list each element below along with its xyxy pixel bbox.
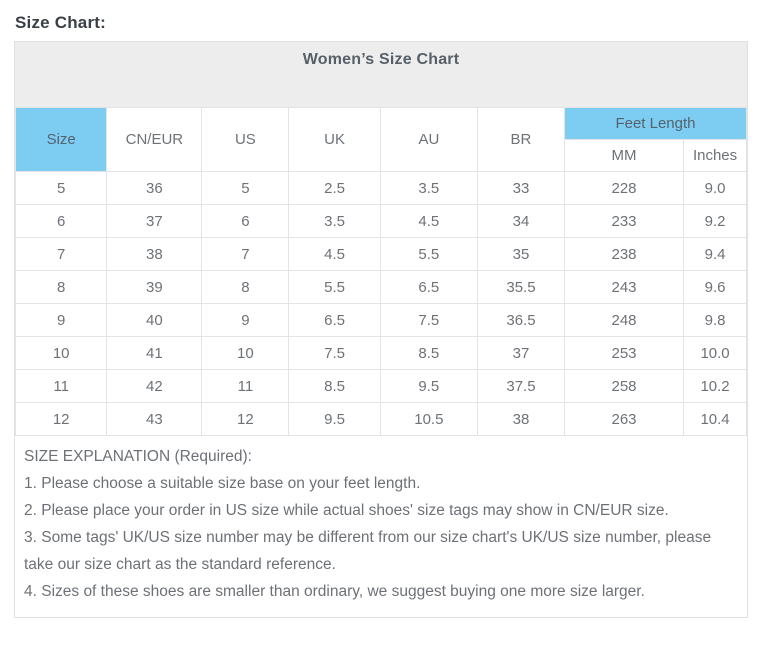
table-cell: 9.6 [683, 270, 747, 304]
explanation-heading: SIZE EXPLANATION (Required): [24, 448, 252, 465]
table-cell: 6.5 [379, 270, 478, 304]
table-cell: 253 [563, 336, 685, 370]
table-cell: 248 [563, 303, 685, 337]
header-row-2: MM Inches [16, 139, 747, 172]
table-cell: 258 [563, 369, 685, 403]
explanation-line: 3. Some tags' UK/US size number may be d… [24, 529, 712, 573]
table-cell: 10.5 [379, 402, 478, 436]
table-cell: 3.5 [288, 204, 381, 238]
table-row: 6 37 6 3.5 4.5 34 233 9.2 [14, 204, 747, 238]
table-cell: 6 [14, 204, 108, 238]
table-cell: 37.5 [476, 369, 565, 403]
explanation-line: 2. Please place your order in US size wh… [24, 502, 669, 519]
table-cell: 8.5 [379, 336, 478, 370]
column-header-us: US [201, 107, 290, 172]
table-cell: 7.5 [379, 303, 478, 337]
table-cell: 12 [14, 402, 108, 436]
table-cell: 41 [106, 336, 203, 370]
table-cell: 238 [563, 237, 685, 271]
table-row: 7 38 7 4.5 5.5 35 238 9.4 [14, 237, 747, 271]
page-title: Size Chart: [15, 13, 106, 32]
table-row: 5 36 5 2.5 3.5 33 228 9.0 [14, 171, 747, 205]
table-cell: 40 [106, 303, 203, 337]
table-cell: 36.5 [476, 303, 565, 337]
table-cell: 11 [201, 369, 290, 403]
table-cell: 6 [201, 204, 290, 238]
table-cell: 233 [563, 204, 685, 238]
table-cell: 8.5 [288, 369, 381, 403]
table-cell: 228 [563, 171, 685, 205]
table-row: 12 43 12 9.5 10.5 38 263 10.4 [14, 402, 747, 436]
table-cell: 2.5 [288, 171, 381, 205]
table-cell: 4.5 [288, 237, 381, 271]
table-cell: 9 [14, 303, 108, 337]
table-cell: 11 [14, 369, 108, 403]
table-cell: 8 [14, 270, 108, 304]
table-cell: 10 [14, 336, 108, 370]
table-cell: 9.4 [683, 237, 747, 271]
table-row: 8 39 8 5.5 6.5 35.5 243 9.6 [14, 270, 747, 304]
table-cell: 3.5 [379, 171, 478, 205]
table-cell: 36 [106, 171, 203, 205]
table-cell: 37 [476, 336, 565, 370]
table-cell: 37 [106, 204, 203, 238]
table-cell: 12 [201, 402, 290, 436]
size-table-header: Size CN/EUR US UK AU BR Feet Length MM I… [14, 107, 748, 172]
table-cell: 9.2 [683, 204, 747, 238]
column-header-inches: Inches [683, 139, 747, 172]
table-cell: 10 [201, 336, 290, 370]
table-cell: 34 [476, 204, 565, 238]
table-cell: 9.8 [683, 303, 747, 337]
chart-title: Women’s Size Chart [15, 42, 747, 107]
table-cell: 10.2 [683, 369, 747, 403]
table-cell: 38 [476, 402, 565, 436]
size-table: Size CN/EUR US UK AU BR Feet Length MM I… [14, 107, 748, 436]
table-cell: 42 [106, 369, 203, 403]
table-cell: 5.5 [379, 237, 478, 271]
table-row: 9 40 9 6.5 7.5 36.5 248 9.8 [14, 303, 747, 337]
size-table-body: 5 36 5 2.5 3.5 33 228 9.0 6 37 6 3.5 4.5 34 233 9.2 7 38 7… [14, 171, 747, 436]
table-cell: 35.5 [476, 270, 565, 304]
table-cell: 263 [563, 402, 685, 436]
table-cell: 5 [201, 171, 290, 205]
table-cell: 9.5 [288, 402, 381, 436]
table-cell: 10.0 [683, 336, 747, 370]
table-cell: 9 [201, 303, 290, 337]
column-header-uk: UK [288, 107, 381, 172]
table-cell: 243 [563, 270, 685, 304]
column-group-feet-length: Feet Length [563, 107, 748, 140]
column-header-size: Size [14, 107, 108, 172]
table-cell: 7.5 [288, 336, 381, 370]
size-explanation: SIZE EXPLANATION (Required): 1. Please c… [15, 436, 747, 617]
table-row: 10 41 10 7.5 8.5 37 253 10.0 [14, 336, 747, 370]
column-header-br: BR [476, 107, 565, 172]
table-cell: 5 [14, 171, 108, 205]
table-cell: 33 [476, 171, 565, 205]
table-cell: 43 [106, 402, 203, 436]
table-cell: 9.5 [379, 369, 478, 403]
table-cell: 8 [201, 270, 290, 304]
table-cell: 35 [476, 237, 565, 271]
table-cell: 4.5 [379, 204, 478, 238]
table-cell: 7 [14, 237, 108, 271]
table-cell: 38 [106, 237, 203, 271]
column-header-mm: MM [563, 139, 685, 172]
column-header-au: AU [379, 107, 478, 172]
table-row: 11 42 11 8.5 9.5 37.5 258 10.2 [14, 369, 747, 403]
size-explanation-lines: 1. Please choose a suitable size base on… [24, 470, 738, 605]
size-chart-panel: Women’s Size Chart Size CN/EUR US UK AU … [14, 41, 748, 618]
table-cell: 6.5 [288, 303, 381, 337]
table-cell: 7 [201, 237, 290, 271]
table-cell: 9.0 [683, 171, 747, 205]
explanation-line: 1. Please choose a suitable size base on… [24, 475, 421, 492]
table-cell: 39 [106, 270, 203, 304]
table-cell: 10.4 [683, 402, 747, 436]
explanation-line: 4. Sizes of these shoes are smaller than… [24, 583, 645, 600]
table-cell: 5.5 [288, 270, 381, 304]
column-header-cn-eur: CN/EUR [106, 107, 203, 172]
header-row-1: Size CN/EUR US UK AU BR Feet Length [14, 107, 748, 172]
